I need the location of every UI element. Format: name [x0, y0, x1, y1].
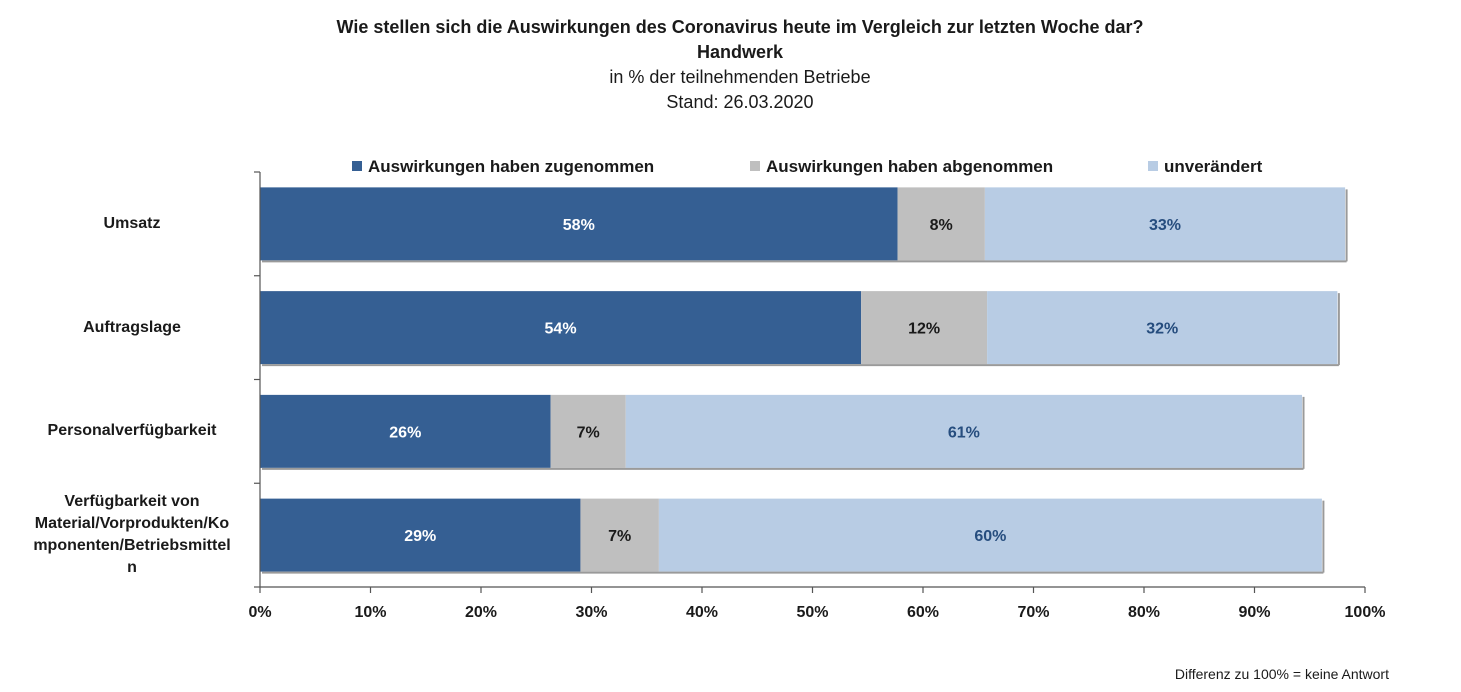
bar-segment-2-2: [625, 394, 1303, 468]
legend-label-zugenommen: Auswirkungen haben zugenommen: [368, 157, 655, 176]
x-tick-label-3: 30%: [575, 604, 607, 621]
chart-subtitle-1: Handwerk: [696, 42, 784, 62]
x-tick-label-8: 80%: [1128, 604, 1160, 621]
category-label-0: Umsatz: [12, 213, 252, 235]
category-label-line: Auftragslage: [83, 318, 181, 336]
data-label-2-2: 61%: [948, 424, 980, 441]
data-label-2-1: 7%: [577, 424, 600, 441]
data-label-3-2: 60%: [974, 528, 1006, 545]
legend-swatch-abgenommen: [750, 161, 760, 171]
category-label-line: Material/Vorprodukten/Ko: [34, 515, 230, 533]
bar-segment-3-0: [260, 498, 581, 572]
category-label-line: Verfügbarkeit von: [64, 493, 200, 511]
data-label-3-1: 7%: [608, 528, 631, 545]
x-tick-label-10: 100%: [1345, 604, 1386, 621]
bar-segment-0-2: [984, 187, 1346, 261]
bar-segment-2-1: [550, 394, 626, 468]
chart-subtitle-2: in % der teilnehmenden Betriebe: [609, 67, 871, 87]
x-tick-label-2: 20%: [465, 604, 497, 621]
bar-segment-0-0: [260, 187, 898, 261]
legend-label-unveraendert: unverändert: [1164, 157, 1263, 176]
bar-segment-3-2: [658, 498, 1322, 572]
x-tick-label-6: 60%: [907, 604, 939, 621]
bar-segment-1-1: [861, 291, 988, 365]
x-tick-label-0: 0%: [248, 604, 271, 621]
legend-item-zugenommen: Auswirkungen haben zugenommen: [352, 156, 654, 178]
data-label-1-2: 32%: [1146, 321, 1178, 338]
data-label-0-1: 8%: [930, 217, 953, 234]
category-label-1: Auftragslage: [12, 317, 252, 339]
category-label-line: n: [127, 559, 137, 577]
chart-subtitle-3: Stand: 26.03.2020: [666, 92, 814, 112]
chart-title: Wie stellen sich die Auswirkungen des Co…: [336, 17, 1144, 37]
legend-swatch-zugenommen: [352, 161, 362, 171]
data-label-1-0: 54%: [545, 321, 577, 338]
x-tick-label-9: 90%: [1238, 604, 1270, 621]
bar-segment-1-2: [987, 291, 1338, 365]
legend-item-abgenommen: Auswirkungen haben abgenommen: [750, 156, 1053, 178]
data-label-2-0: 26%: [389, 424, 421, 441]
x-tick-label-4: 40%: [686, 604, 718, 621]
data-label-0-2: 33%: [1149, 217, 1181, 234]
bar-segment-1-0: [260, 291, 862, 365]
legend-label-abgenommen: Auswirkungen haben abgenommen: [766, 157, 1054, 176]
legend-item-unveraendert: unverändert: [1148, 156, 1262, 178]
chart-titles: Wie stellen sich die Auswirkungen des Co…: [0, 14, 1461, 115]
bar-segment-0-1: [897, 187, 985, 261]
chart-footnote: Differenz zu 100% = keine Antwort: [1174, 666, 1389, 682]
data-label-1-1: 12%: [908, 321, 940, 338]
x-tick-label-1: 10%: [354, 604, 386, 621]
x-tick-label-5: 50%: [796, 604, 828, 621]
legend-swatch-unveraendert: [1148, 161, 1158, 171]
bar-segment-3-1: [580, 498, 659, 572]
data-label-3-0: 29%: [404, 528, 436, 545]
chart-legend: Auswirkungen haben zugenommen Auswirkung…: [0, 156, 1461, 180]
category-label-2: Personalverfügbarkeit: [12, 420, 252, 442]
data-label-0-0: 58%: [563, 217, 595, 234]
category-label-line: Umsatz: [103, 214, 161, 232]
category-label-3: Verfügbarkeit von Material/Vorprodukten/K…: [12, 491, 252, 579]
category-label-line: Personalverfügbarkeit: [47, 422, 217, 440]
bar-segment-2-0: [260, 394, 551, 468]
x-tick-label-7: 70%: [1017, 604, 1049, 621]
category-label-line: mponenten/Betriebsmittel: [33, 537, 231, 555]
